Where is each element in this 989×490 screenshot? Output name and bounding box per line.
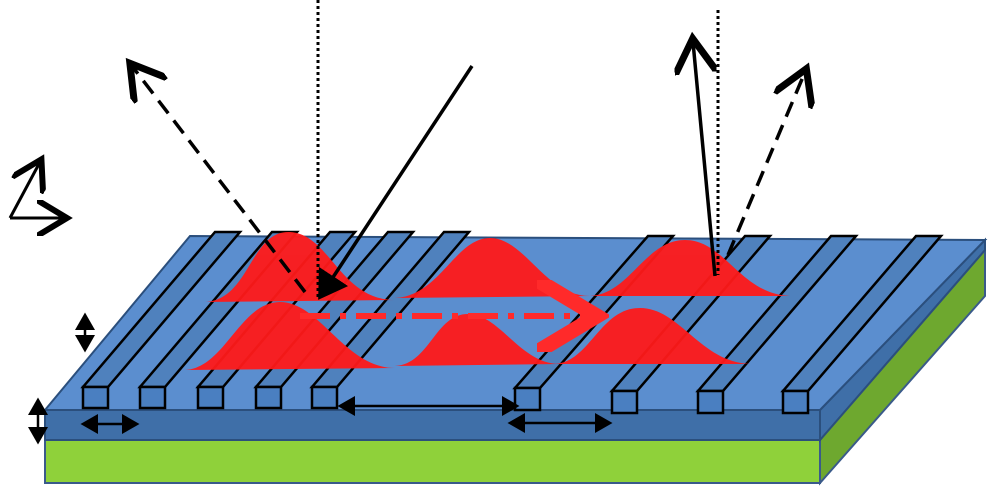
reflected-beam-left — [132, 66, 307, 294]
diffracted-beam-right — [726, 72, 805, 256]
mode-profile — [185, 302, 395, 370]
grating-bar — [780, 234, 944, 415]
mode-profile — [395, 314, 560, 366]
mode-profile — [590, 240, 790, 296]
incident-beam — [318, 65, 474, 300]
bottom-substrate-layer — [44, 247, 986, 486]
dimension-arrows — [28, 312, 613, 445]
grating-bar — [309, 230, 472, 410]
outcoupled-beam — [693, 42, 715, 277]
grating-bar — [695, 234, 859, 415]
axes-icon — [8, 162, 64, 218]
grating-bar — [80, 230, 243, 410]
